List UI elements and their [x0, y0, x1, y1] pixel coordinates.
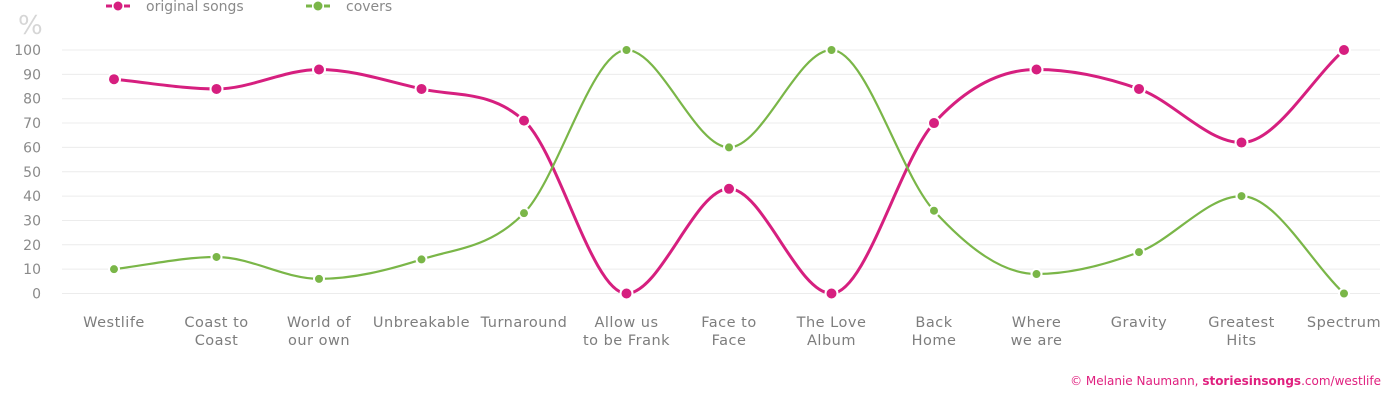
data-point-original-songs: [107, 72, 121, 87]
series-points: [107, 43, 1351, 301]
data-point-original-songs: [312, 62, 326, 77]
y-tick-label: 20: [23, 238, 41, 254]
x-category-label-line: Where: [1012, 315, 1062, 331]
x-category-label: Spectrum: [1307, 315, 1381, 331]
x-category-label-line: Hits: [1226, 333, 1256, 349]
data-point-covers: [518, 207, 530, 220]
y-tick-label: 90: [23, 67, 41, 83]
data-point-covers: [1235, 190, 1248, 203]
x-category-label-line: Westlife: [83, 315, 145, 331]
data-point-original-songs: [722, 181, 736, 196]
data-point-covers: [620, 44, 633, 56]
data-point-covers: [415, 253, 428, 266]
data-point-covers: [108, 263, 120, 276]
data-point-original-songs: [209, 81, 224, 96]
x-category-label-line: Gravity: [1111, 315, 1167, 331]
data-point-original-songs: [414, 81, 429, 96]
y-tick-label: 0: [32, 287, 41, 303]
x-category-label-line: Home: [912, 333, 957, 349]
credit-text: © Melanie Naumann, storiesinsongs.com/we…: [1070, 374, 1381, 388]
data-point-original-songs: [517, 113, 531, 128]
credit-suffix: .com/westlife: [1301, 374, 1381, 388]
x-category-label: The Love Album: [796, 315, 867, 349]
y-tick-label: 80: [23, 92, 41, 108]
data-point-original-songs: [619, 286, 634, 301]
data-point-original-songs: [824, 286, 839, 301]
x-category-label: World of our own: [287, 315, 352, 349]
data-point-original-songs: [1234, 135, 1249, 150]
data-point-original-songs: [927, 116, 941, 131]
x-category-label: Face to Face: [701, 315, 756, 349]
x-category-label: Back Home: [912, 315, 957, 349]
y-tick-label: 60: [23, 140, 41, 156]
x-category-label-line: Face: [712, 333, 747, 349]
x-category-label-line: Greatest: [1208, 315, 1275, 331]
y-tick-label: 50: [23, 165, 41, 181]
x-category-label-line: Coast to: [184, 315, 248, 331]
y-axis: 0 10 20 30 40 50 60 70 80 90 100: [14, 43, 41, 303]
y-tick-label: 10: [23, 262, 41, 278]
x-category-label-line: Spectrum: [1307, 315, 1381, 331]
y-tick-label: 40: [23, 189, 41, 205]
x-category-label-line: Unbreakable: [373, 315, 470, 331]
x-category-label-line: The Love: [796, 315, 867, 331]
data-point-covers: [723, 141, 735, 154]
x-category-label-line: Face to: [701, 315, 756, 331]
data-point-original-songs: [1337, 43, 1351, 57]
data-point-original-songs: [1132, 81, 1146, 96]
legend-swatch-dot-original-songs: [113, 1, 123, 11]
x-category-label: Unbreakable: [373, 315, 470, 331]
gridlines: [62, 49, 1380, 294]
data-point-covers: [1030, 268, 1043, 281]
data-point-covers: [825, 44, 838, 56]
x-category-label: Where we are: [1011, 315, 1063, 349]
x-category-label: Allow us to be Frank: [583, 315, 670, 349]
credit-prefix: © Melanie Naumann,: [1070, 374, 1202, 388]
data-point-original-songs: [1029, 62, 1044, 77]
y-tick-label: 30: [23, 213, 41, 229]
x-category-label-line: to be Frank: [583, 333, 670, 349]
data-point-covers: [210, 250, 223, 263]
y-tick-label: 100: [14, 43, 41, 59]
x-category-label-line: our own: [288, 333, 350, 349]
x-category-label: Coast to Coast: [184, 315, 248, 349]
x-category-label-line: Allow us: [594, 315, 658, 331]
x-category-label: Greatest Hits: [1208, 315, 1275, 349]
x-category-label-line: Album: [807, 333, 856, 349]
x-category-label-line: Back: [915, 315, 952, 331]
data-point-covers: [1338, 287, 1350, 300]
legend: original songs covers: [106, 0, 392, 15]
x-category-label-line: World of: [287, 315, 352, 331]
legend-label-covers: covers: [346, 0, 392, 15]
legend-label-original-songs: original songs: [146, 0, 244, 15]
data-point-covers: [1133, 246, 1145, 259]
data-point-covers: [313, 272, 325, 285]
y-tick-label: 70: [23, 116, 41, 132]
legend-swatch-dot-covers: [313, 1, 323, 11]
x-category-label: Westlife: [83, 315, 145, 331]
x-category-label-line: we are: [1011, 333, 1063, 349]
x-category-label-line: Turnaround: [480, 315, 568, 331]
x-category-label-line: Coast: [195, 333, 239, 349]
data-point-covers: [928, 204, 940, 217]
x-axis: Westlife Coast to Coast World of our own Unbr…: [83, 315, 1381, 349]
x-category-label: Gravity: [1111, 315, 1167, 331]
credit-site: storiesinsongs: [1202, 374, 1301, 388]
y-axis-unit-label: %: [18, 11, 43, 41]
x-category-label: Turnaround: [480, 315, 568, 331]
